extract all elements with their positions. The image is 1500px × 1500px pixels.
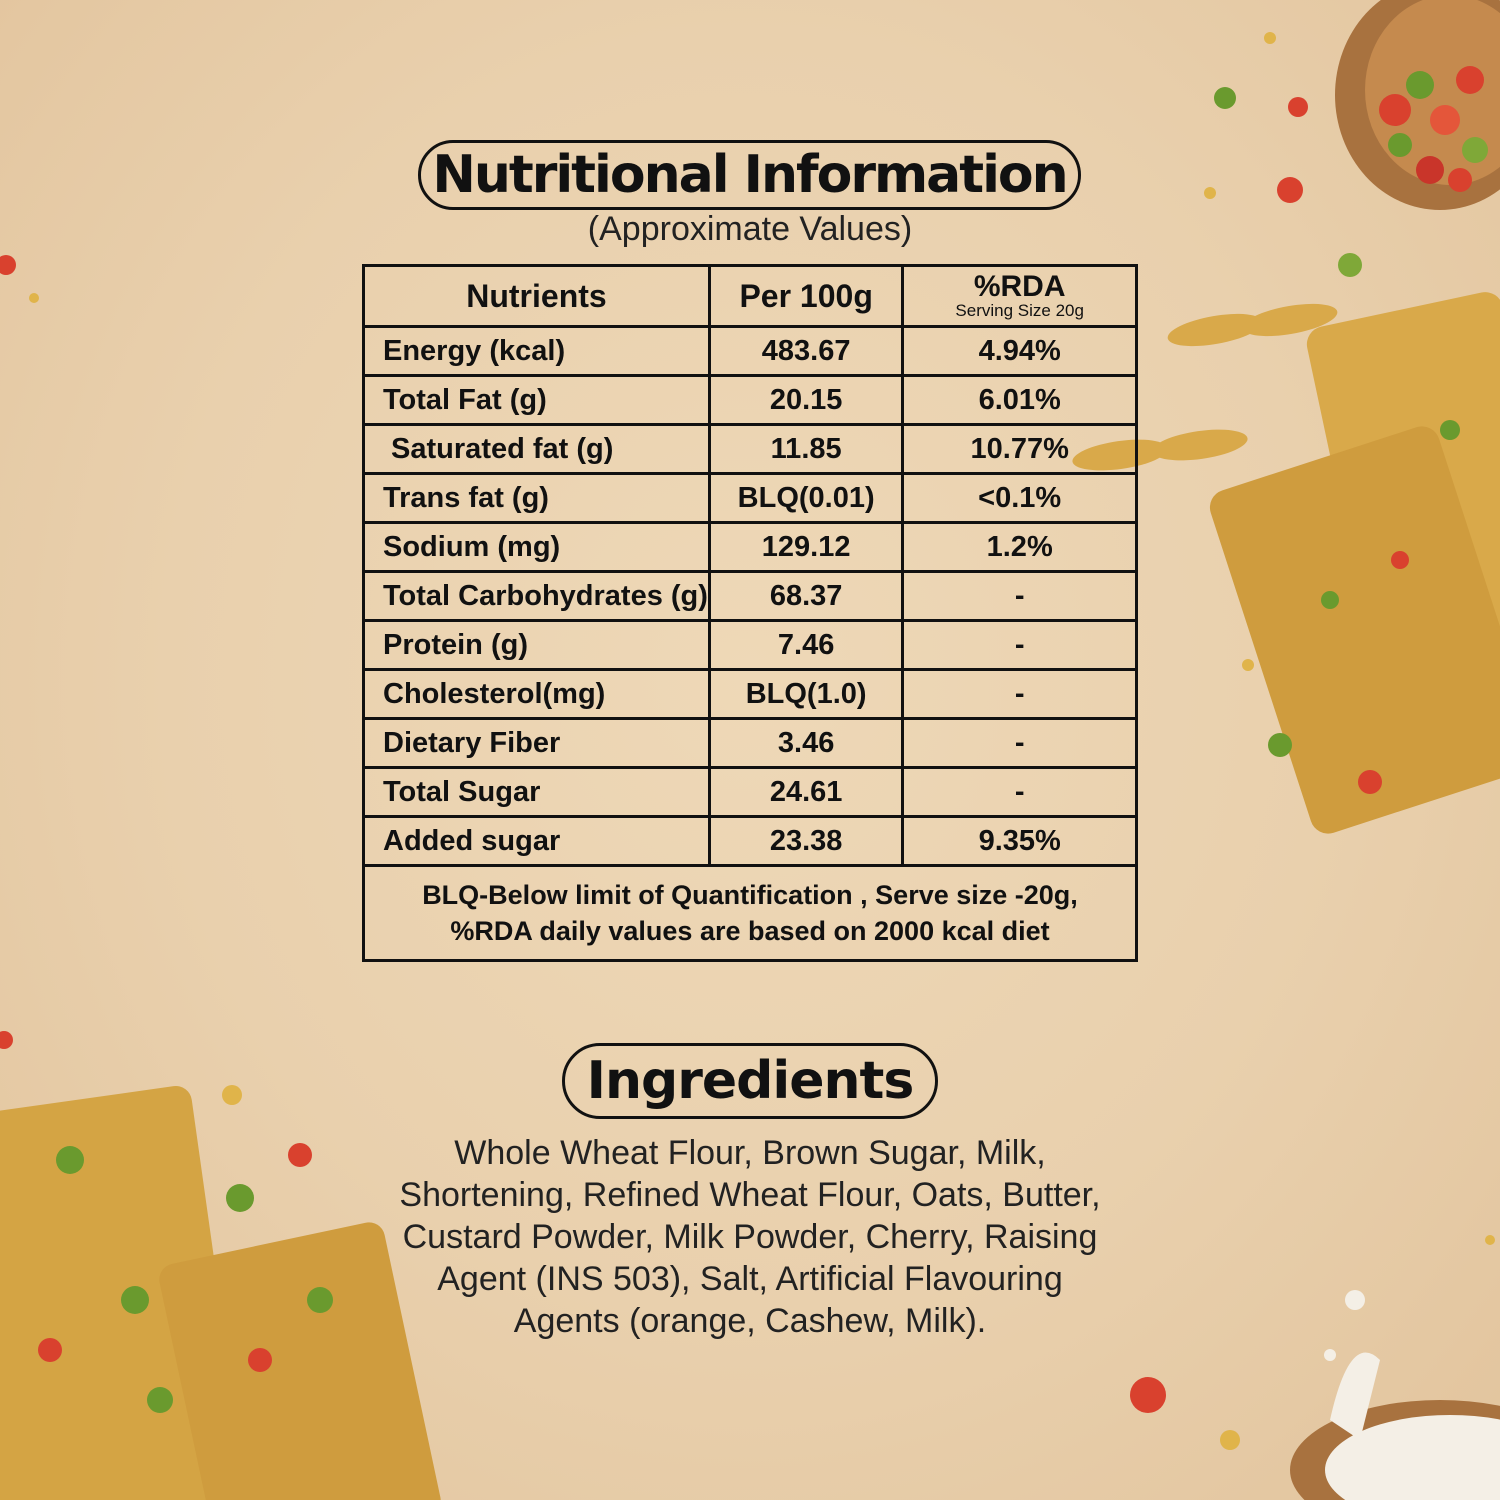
per-100g-value: 23.38 [707,815,905,867]
nutrient-name: Protein (g) [362,619,711,671]
nutrient-name: Cholesterol(mg) [362,668,711,720]
per-100g-value: 20.15 [707,374,905,426]
per-100g-value: 11.85 [707,423,905,475]
nutrient-name: Dietary Fiber [362,717,711,769]
table-row: Total Carbohydrates (g) 68.37- [362,570,1138,622]
ingredients-line: Agents (orange, Cashew, Milk). [513,1302,987,1340]
ingredients-line: Whole Wheat Flour, Brown Sugar, Milk, [454,1134,1046,1172]
rda-value: - [901,766,1138,818]
biscuit-image-left [0,1086,441,1500]
per-100g-value: 7.46 [707,619,905,671]
nutrient-name: Total Sugar [362,766,711,818]
note-line-2: %RDA daily values are based on 2000 kcal… [450,916,1050,946]
ingredients-line: Custard Powder, Milk Powder, Cherry, Rai… [402,1218,1098,1256]
nutrient-name: Trans fat (g) [362,472,711,524]
table-row: Sodium (mg) 129.12 1.2% [362,521,1138,573]
nutrient-name: Total Fat (g) [362,374,711,426]
table-row: Protein (g) 7.46- [362,619,1138,671]
ingredients-title: Ingredients [586,1051,915,1111]
nutrient-name: Total Carbohydrates (g) [362,570,711,622]
rda-value: - [901,717,1138,769]
nutrient-name: Sodium (mg) [362,521,711,573]
biscuit-image-right [1209,292,1500,834]
table-row: Cholesterol(mg) BLQ(1.0) - [362,668,1138,720]
rda-value: 9.35% [901,815,1138,867]
nutrient-name: Added sugar [362,815,711,867]
table-row: Dietary Fiber 3.46- [362,717,1138,769]
rda-serving-size: Serving Size 20g [955,301,1084,320]
table-row: Total Fat (g) 20.15 6.01% [362,374,1138,426]
ingredients-title-pill: Ingredients [562,1043,938,1119]
table-row: Added sugar 23.38 9.35% [362,815,1138,867]
ingredients-line: Agent (INS 503), Salt, Artificial Flavou… [437,1260,1063,1298]
per-100g-value: 129.12 [707,521,905,573]
header-per-100g: Per 100g [707,264,905,328]
milk-splash-image [1290,1290,1500,1500]
rda-value: 1.2% [901,521,1138,573]
per-100g-value: 3.46 [707,717,905,769]
per-100g-value: 68.37 [707,570,905,622]
approximate-values-subtitle: (Approximate Values) [587,210,913,248]
header-nutrients: Nutrients [362,264,711,328]
nutrient-name: Saturated fat (g) [362,423,711,475]
table-header-row: Nutrients Per 100g %RDA Serving Size 20g [362,264,1138,328]
note-line-1: BLQ-Below limit of Quantification , Serv… [422,880,1078,910]
rda-label: %RDA [973,270,1066,303]
rda-value: <0.1% [901,472,1138,524]
rda-value: 10.77% [901,423,1138,475]
rda-value: 6.01% [901,374,1138,426]
table-row: Total Sugar 24.61- [362,766,1138,818]
per-100g-value: 483.67 [707,325,905,377]
header-rda: %RDA Serving Size 20g [901,264,1138,328]
rda-value: - [901,570,1138,622]
per-100g-value: BLQ(1.0) [707,668,905,720]
nutrient-name: Energy (kcal) [362,325,711,377]
rda-value: - [901,668,1138,720]
candied-fruit-bowl-image [1335,0,1500,210]
table-note: BLQ-Below limit of Quantification , Serv… [362,864,1138,962]
table-row: Energy (kcal) 483.67 4.94% [362,325,1138,377]
per-100g-value: 24.61 [707,766,905,818]
nutrition-title: Nutritional Information [432,145,1068,205]
per-100g-value: BLQ(0.01) [707,472,905,524]
table-row: Saturated fat (g) 11.85 10.77% [362,423,1138,475]
ingredients-line: Shortening, Refined Wheat Flour, Oats, B… [399,1176,1101,1214]
nutrition-table: Nutrients Per 100g %RDA Serving Size 20g… [362,264,1138,962]
nutrition-title-pill: Nutritional Information [418,140,1081,210]
rda-value: - [901,619,1138,671]
table-note-row: BLQ-Below limit of Quantification , Serv… [362,864,1138,962]
rda-value: 4.94% [901,325,1138,377]
ingredients-text: Whole Wheat Flour, Brown Sugar, Milk, Sh… [360,1132,1140,1342]
table-row: Trans fat (g) BLQ(0.01) <0.1% [362,472,1138,524]
